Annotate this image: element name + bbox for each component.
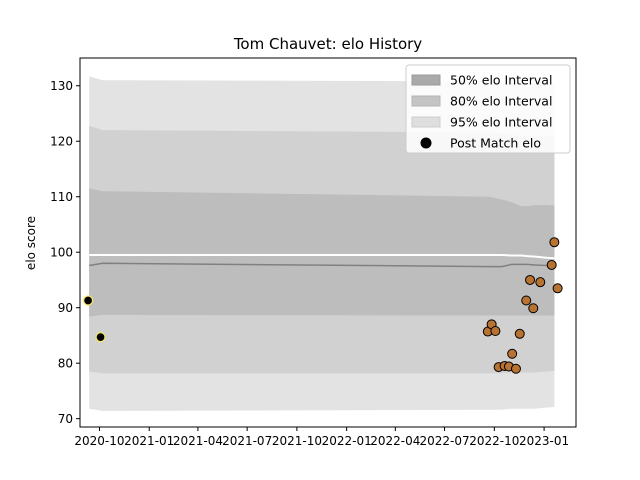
post-match-point (95, 331, 106, 343)
x-tick-label: 2021-04 (173, 434, 223, 448)
legend-swatch (411, 116, 441, 128)
plot-area (82, 76, 563, 411)
legend: 50% elo Interval 80% elo Interval 95% elo … (405, 64, 571, 154)
post-match-point (507, 348, 518, 359)
chart-title: Tom Chauvet: elo History (233, 35, 422, 53)
upper-white-line (89, 254, 555, 260)
post-match-point (525, 274, 536, 285)
post-match-point (549, 237, 560, 248)
elo-lines (89, 254, 555, 268)
legend-box (405, 64, 571, 154)
band-50-interval (89, 188, 555, 317)
post-match-point (528, 303, 539, 314)
legend-label: Post Match elo (450, 136, 541, 151)
y-tick-label: 120 (50, 135, 73, 149)
legend-label: 50% elo Interval (450, 73, 552, 88)
y-tick-label: 100 (50, 246, 73, 260)
x-tick-label: 2021-10 (272, 434, 322, 448)
x-tick-label: 2022-04 (370, 434, 420, 448)
y-tick-label: 110 (50, 190, 73, 204)
mean-elo-line (89, 262, 555, 268)
legend-swatch (411, 74, 441, 86)
x-tick-label: 2022-07 (419, 434, 469, 448)
legend-label: 80% elo Interval (450, 94, 552, 109)
post-match-point (82, 295, 94, 306)
post-match-point (552, 283, 563, 294)
x-tick-label: 2021-07 (222, 434, 272, 448)
y-tick-label: 80 (58, 357, 73, 371)
legend-label: 95% elo Interval (450, 115, 552, 130)
post-match-point (490, 326, 501, 337)
post-match-point (535, 277, 546, 288)
y-tick-label: 70 (58, 412, 73, 426)
x-tick-label: 2020-10 (74, 434, 124, 448)
axes-frame (79, 57, 577, 428)
legend-swatch (411, 95, 441, 107)
post-match-point (546, 259, 557, 270)
x-tick-label: 2022-10 (469, 434, 519, 448)
x-tick-label: 2021-01 (124, 434, 174, 448)
legend-marker (420, 137, 432, 149)
post-match-point (514, 328, 525, 339)
y-axis: 70 80 90 100 110 120 130 (50, 79, 80, 426)
y-tick-label: 90 (58, 301, 73, 315)
y-tick-label: 130 (50, 79, 73, 93)
post-match-point (521, 295, 532, 306)
interval-bands (89, 76, 555, 411)
x-tick-label: 2022-01 (322, 434, 372, 448)
x-tick-label: 2023-01 (519, 434, 569, 448)
post-match-point (510, 363, 521, 374)
y-axis-label: elo score (24, 216, 38, 270)
post-match-points (82, 237, 563, 374)
